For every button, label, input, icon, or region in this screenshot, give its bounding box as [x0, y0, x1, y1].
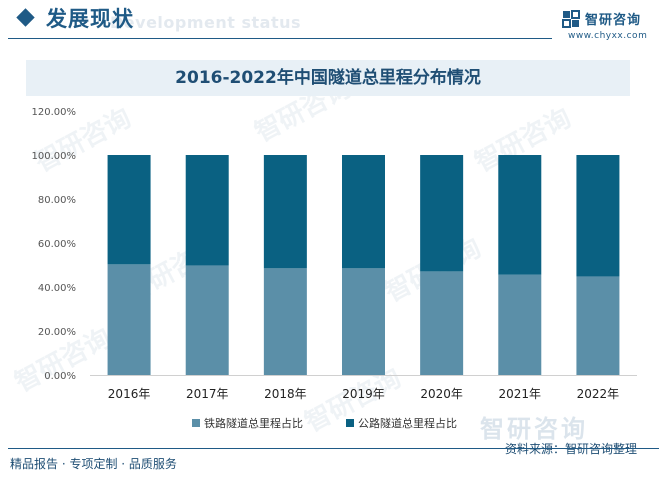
legend-swatch [192, 419, 200, 427]
bar-highway [263, 155, 307, 269]
bar-railway [576, 276, 620, 375]
brand-url: www.chyxx.com [568, 31, 648, 41]
x-tick-label: 2022年 [577, 387, 620, 401]
footer-divider [8, 448, 659, 449]
section-title: 发展现状 [46, 7, 134, 31]
bar-highway [576, 155, 620, 277]
x-tick-label: 2021年 [499, 387, 542, 401]
bar-railway [342, 268, 385, 375]
bar-railway [420, 271, 464, 375]
chart-title: 2016-2022年中国隧道总里程分布情况 [175, 68, 481, 88]
x-tick-label: 2018年 [264, 387, 307, 401]
bar-railway [107, 264, 151, 375]
legend-swatch [346, 419, 354, 427]
brand-name: 智研咨询 [585, 13, 642, 28]
section-subtitle: Development status [110, 13, 302, 32]
chart-title-band: 2016-2022年中国隧道总里程分布情况 [26, 60, 630, 96]
watermark-logo: 智研咨询 [480, 415, 588, 443]
y-tick-label: 20.00% [38, 327, 76, 338]
data-source: 资料来源：智研咨询整理 [505, 442, 638, 456]
bar-highway [498, 155, 542, 275]
y-tick-label: 100.00% [32, 151, 77, 162]
bar-highway [420, 155, 464, 272]
x-tick-label: 2019年 [342, 387, 385, 401]
bar-railway [498, 274, 542, 375]
legend-label: 铁路隧道总里程占比 [204, 416, 303, 430]
header-divider [8, 38, 552, 39]
brand-logo-icon [562, 9, 580, 28]
x-tick-label: 2016年 [108, 387, 151, 401]
bar-highway [185, 155, 229, 266]
y-tick-label: 60.00% [38, 239, 76, 250]
bar-highway [107, 155, 151, 265]
section-header: Development status 发展现状 智研咨询 www.chyxx.c… [0, 0, 667, 44]
bar-railway [263, 268, 307, 375]
legend-label: 公路隧道总里程占比 [358, 416, 457, 430]
brand: 智研咨询 [562, 9, 641, 28]
x-tick-label: 2017年 [186, 387, 229, 401]
bar-highway [342, 155, 385, 269]
bar-railway [185, 265, 229, 375]
y-tick-label: 80.00% [38, 195, 76, 206]
y-tick-label: 0.00% [44, 371, 76, 382]
y-tick-label: 40.00% [38, 283, 76, 294]
y-tick-label: 120.00% [32, 107, 77, 118]
footer-tagline: 精品报告 · 专项定制 · 品质服务 [10, 457, 177, 471]
x-tick-label: 2020年 [420, 387, 463, 401]
